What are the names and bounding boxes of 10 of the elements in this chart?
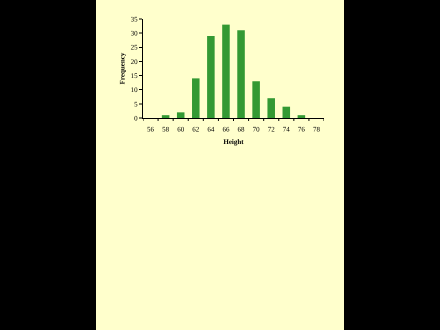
bar bbox=[192, 78, 200, 118]
bar bbox=[298, 115, 306, 118]
bar bbox=[222, 24, 230, 118]
bar bbox=[282, 106, 290, 118]
bar bbox=[252, 81, 260, 118]
bar bbox=[237, 30, 245, 118]
bar bbox=[267, 98, 275, 118]
bar bbox=[207, 36, 215, 118]
bar bbox=[162, 115, 170, 118]
bar bbox=[176, 112, 184, 118]
